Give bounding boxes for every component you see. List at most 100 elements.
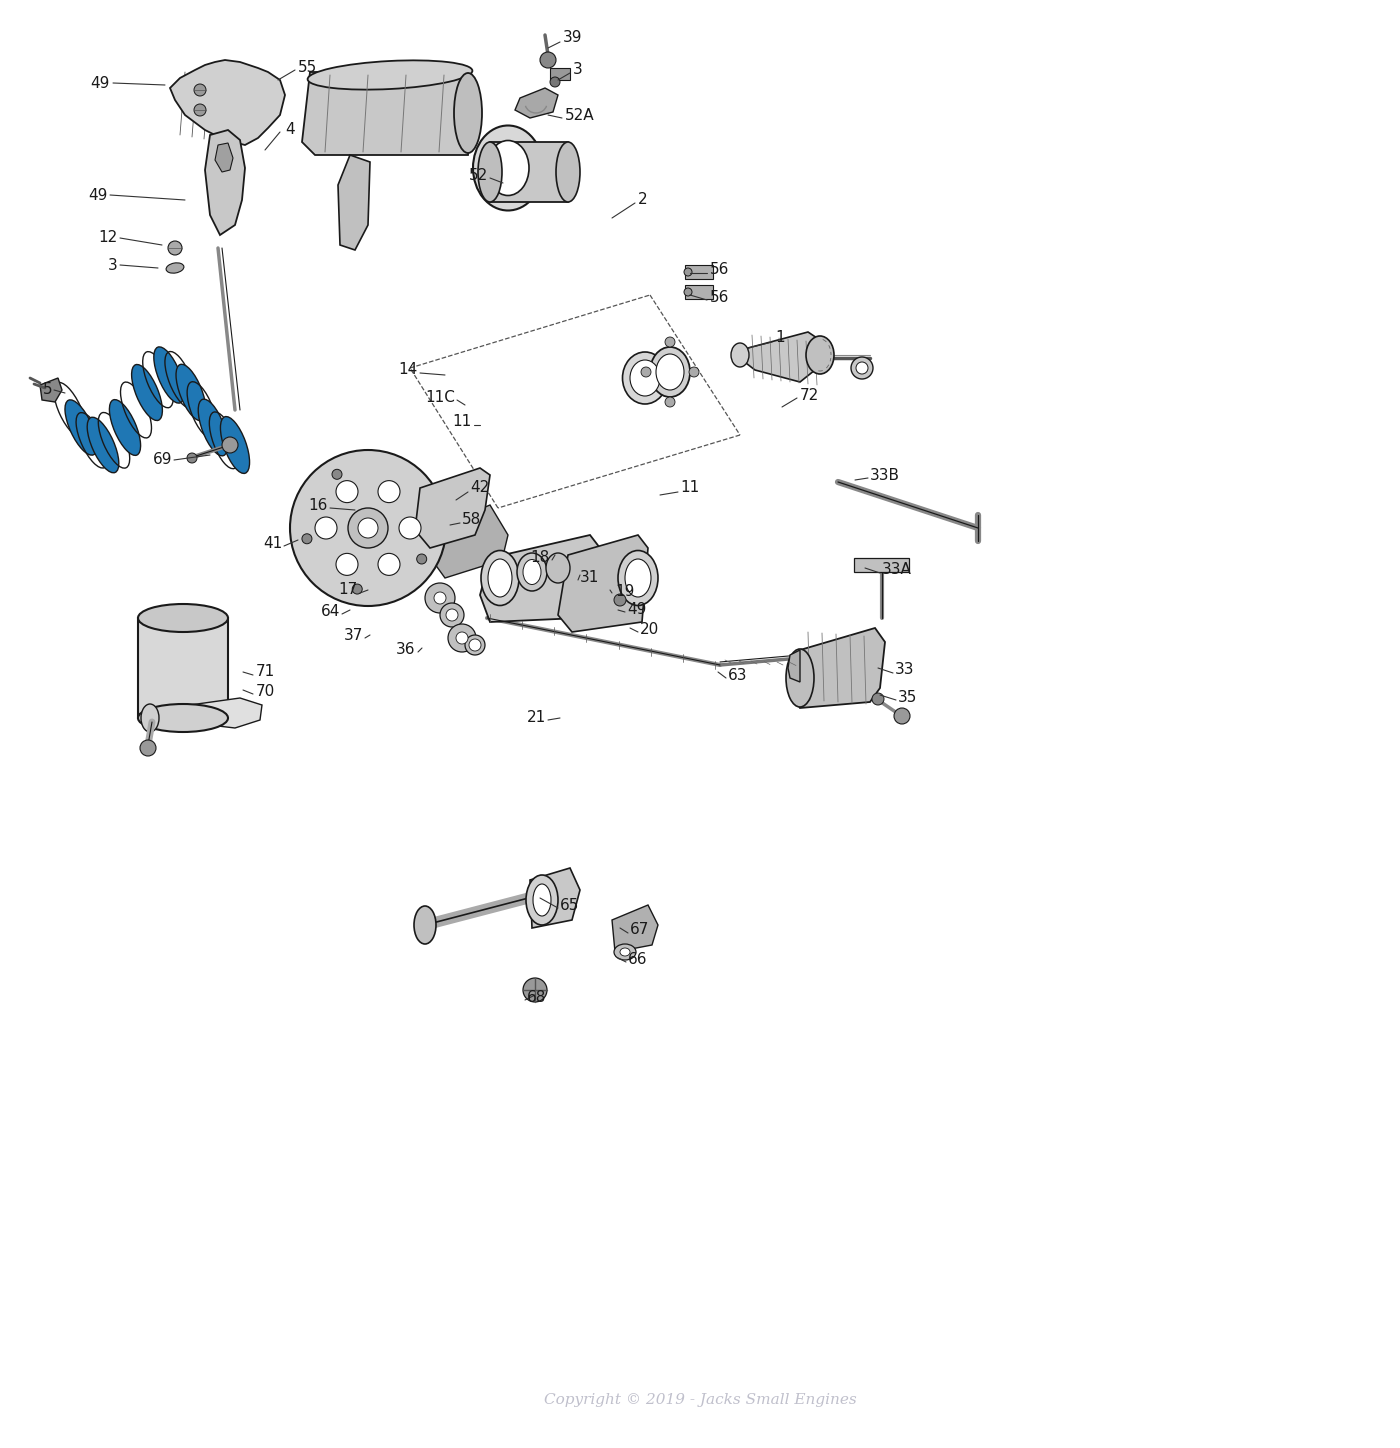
Circle shape	[336, 481, 358, 502]
Ellipse shape	[473, 126, 543, 210]
Text: 11C: 11C	[426, 391, 455, 405]
Ellipse shape	[546, 553, 570, 584]
Text: 65: 65	[560, 898, 580, 912]
Ellipse shape	[139, 604, 228, 631]
Bar	[854, 557, 909, 572]
Polygon shape	[480, 534, 601, 623]
Ellipse shape	[623, 352, 668, 404]
Ellipse shape	[489, 559, 512, 597]
Ellipse shape	[414, 906, 435, 944]
Circle shape	[465, 636, 484, 654]
Text: 33A: 33A	[882, 562, 911, 578]
Circle shape	[895, 708, 910, 724]
Text: 5: 5	[42, 382, 52, 398]
Circle shape	[399, 517, 421, 539]
Polygon shape	[169, 59, 286, 145]
Circle shape	[353, 584, 363, 594]
Text: 35: 35	[897, 691, 917, 705]
Text: 58: 58	[462, 513, 482, 527]
Circle shape	[290, 450, 447, 607]
Circle shape	[550, 77, 560, 87]
Text: 72: 72	[799, 388, 819, 403]
Ellipse shape	[87, 417, 119, 472]
Polygon shape	[337, 155, 370, 251]
Polygon shape	[742, 332, 820, 382]
Text: 17: 17	[339, 582, 358, 598]
Circle shape	[641, 366, 651, 376]
Bar	[139, 618, 228, 718]
Circle shape	[665, 337, 675, 348]
Text: 52: 52	[469, 168, 489, 182]
Polygon shape	[204, 130, 245, 235]
Circle shape	[358, 518, 378, 539]
Text: 70: 70	[256, 685, 276, 699]
Bar	[550, 68, 570, 80]
Polygon shape	[41, 378, 62, 403]
Polygon shape	[531, 867, 580, 928]
Ellipse shape	[199, 400, 228, 456]
Ellipse shape	[167, 264, 183, 274]
Ellipse shape	[477, 142, 503, 203]
Text: 63: 63	[728, 668, 748, 682]
Text: 41: 41	[263, 536, 281, 550]
Text: 21: 21	[526, 711, 546, 725]
Ellipse shape	[630, 361, 659, 395]
Ellipse shape	[524, 559, 540, 585]
Polygon shape	[559, 534, 648, 631]
Text: 66: 66	[629, 953, 647, 967]
Circle shape	[469, 639, 482, 652]
Bar	[685, 285, 713, 298]
Circle shape	[540, 52, 556, 68]
Circle shape	[524, 977, 547, 1002]
Text: 16: 16	[308, 498, 328, 513]
Circle shape	[456, 631, 468, 644]
Text: 71: 71	[256, 665, 276, 679]
Circle shape	[332, 469, 342, 479]
Ellipse shape	[487, 140, 529, 195]
Text: 55: 55	[298, 61, 318, 75]
Text: 67: 67	[630, 922, 650, 937]
Circle shape	[434, 592, 447, 604]
Ellipse shape	[109, 400, 140, 455]
Circle shape	[417, 555, 427, 565]
Text: 11: 11	[452, 414, 472, 430]
Polygon shape	[150, 698, 262, 728]
Ellipse shape	[556, 142, 580, 203]
Text: 12: 12	[99, 230, 118, 246]
Bar	[685, 265, 713, 279]
Ellipse shape	[806, 336, 834, 374]
Polygon shape	[612, 905, 658, 951]
Circle shape	[195, 84, 206, 96]
Ellipse shape	[220, 417, 249, 473]
Circle shape	[315, 517, 337, 539]
Text: Copyright © 2019 - Jacks Small Engines: Copyright © 2019 - Jacks Small Engines	[543, 1393, 857, 1407]
Ellipse shape	[657, 353, 685, 390]
Text: 33B: 33B	[869, 468, 900, 482]
Ellipse shape	[132, 365, 162, 420]
Ellipse shape	[454, 72, 482, 153]
Circle shape	[685, 288, 692, 295]
Text: 49: 49	[88, 187, 108, 203]
Text: 3: 3	[108, 258, 118, 272]
Polygon shape	[486, 142, 573, 203]
Circle shape	[140, 740, 155, 756]
Circle shape	[378, 553, 400, 575]
Circle shape	[440, 602, 463, 627]
Ellipse shape	[517, 553, 547, 591]
Circle shape	[168, 240, 182, 255]
Text: 19: 19	[615, 584, 634, 598]
Circle shape	[195, 104, 206, 116]
Text: 18: 18	[531, 550, 550, 566]
Ellipse shape	[855, 362, 868, 374]
Text: 49: 49	[627, 602, 647, 617]
Ellipse shape	[785, 649, 813, 707]
Text: 11: 11	[680, 481, 699, 495]
Polygon shape	[515, 88, 559, 117]
Circle shape	[447, 610, 458, 621]
Ellipse shape	[620, 948, 630, 956]
Ellipse shape	[650, 348, 690, 397]
Text: 69: 69	[153, 452, 172, 468]
Text: 33: 33	[895, 663, 914, 678]
Polygon shape	[414, 468, 490, 547]
Polygon shape	[302, 72, 475, 155]
